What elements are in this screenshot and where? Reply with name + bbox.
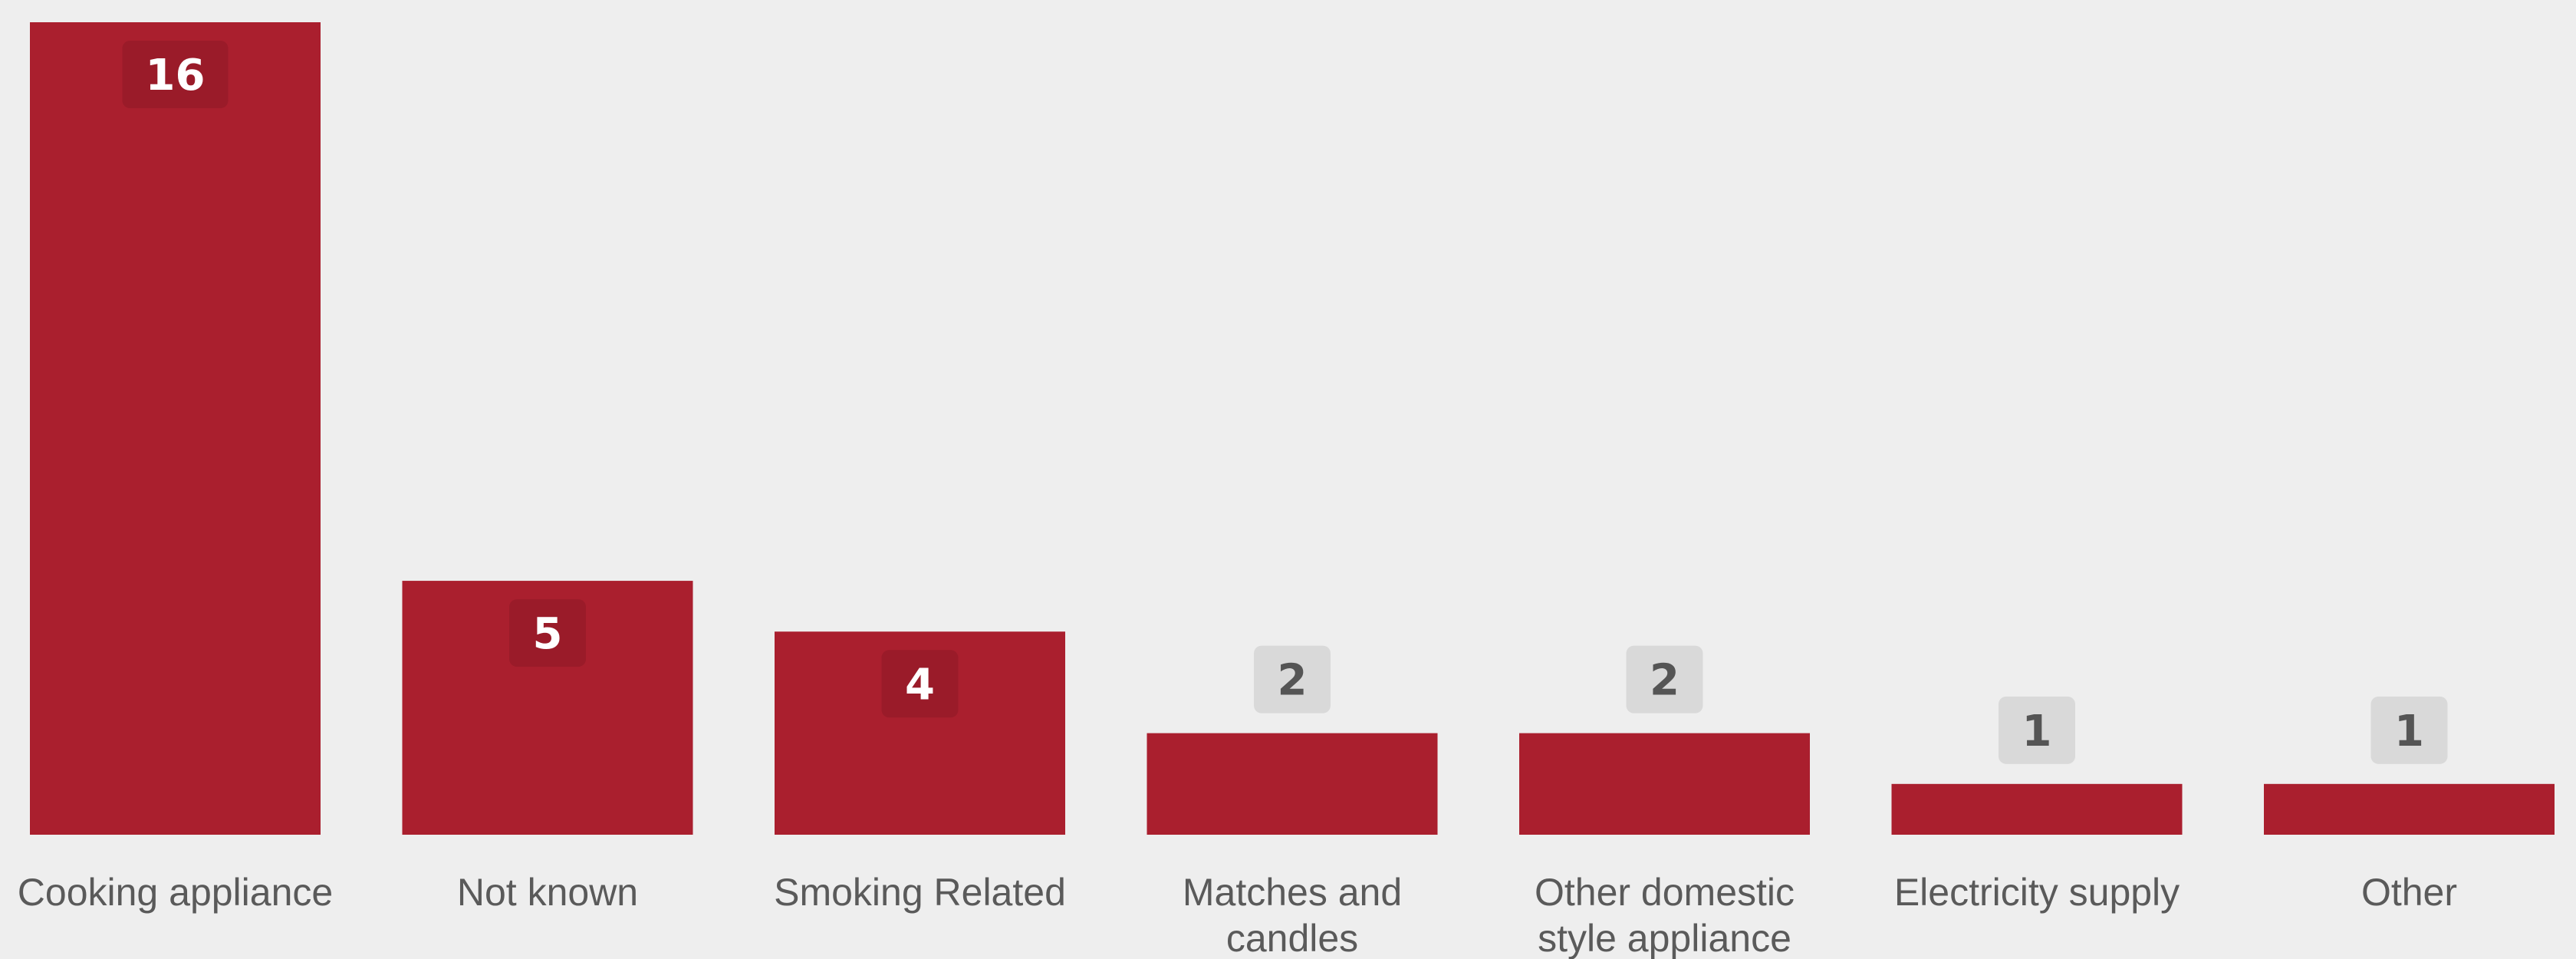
category-label-2: Smoking Related bbox=[774, 871, 1066, 914]
bar-6 bbox=[2264, 783, 2555, 835]
value-badge-6 bbox=[2370, 696, 2448, 764]
data-label-2: 4 bbox=[905, 660, 935, 710]
bar-0 bbox=[30, 22, 321, 835]
bar-5 bbox=[1891, 783, 2183, 835]
category-label-5: Electricity supply bbox=[1894, 871, 2180, 914]
data-label-4: 2 bbox=[1650, 656, 1679, 706]
data-label-1: 5 bbox=[533, 609, 563, 659]
category-label-0: Cooking appliance bbox=[18, 871, 333, 914]
data-label-3: 2 bbox=[1278, 656, 1308, 706]
category-label-4: Other domestic style appliance bbox=[1535, 871, 1795, 959]
value-badge-4 bbox=[1626, 645, 1703, 713]
value-badge-3 bbox=[1254, 645, 1331, 713]
category-label-1: Not known bbox=[457, 871, 638, 914]
data-label-5: 1 bbox=[2022, 707, 2052, 756]
bar-3 bbox=[1147, 733, 1438, 835]
category-label-line: style appliance bbox=[1538, 917, 1791, 959]
category-label-line: Matches and bbox=[1183, 871, 1402, 914]
category-label-line: Electricity supply bbox=[1894, 871, 2180, 914]
data-label-0: 16 bbox=[146, 51, 206, 101]
value-badge-0 bbox=[122, 41, 229, 108]
category-label-6: Other bbox=[2361, 871, 2457, 914]
category-label-3: Matches and candles bbox=[1183, 871, 1402, 959]
value-badge-2 bbox=[881, 650, 959, 718]
data-label-6: 1 bbox=[2394, 707, 2424, 756]
category-label-line: Not known bbox=[457, 871, 638, 914]
category-label-line: candles bbox=[1226, 917, 1358, 959]
bar-4 bbox=[1519, 733, 1810, 835]
category-label-line: Cooking appliance bbox=[18, 871, 333, 914]
category-label-line: Other bbox=[2361, 871, 2457, 914]
value-badge-5 bbox=[1999, 696, 2075, 764]
category-label-line: Other domestic bbox=[1535, 871, 1795, 914]
value-badge-1 bbox=[509, 599, 586, 667]
category-label-line: Smoking Related bbox=[774, 871, 1066, 914]
